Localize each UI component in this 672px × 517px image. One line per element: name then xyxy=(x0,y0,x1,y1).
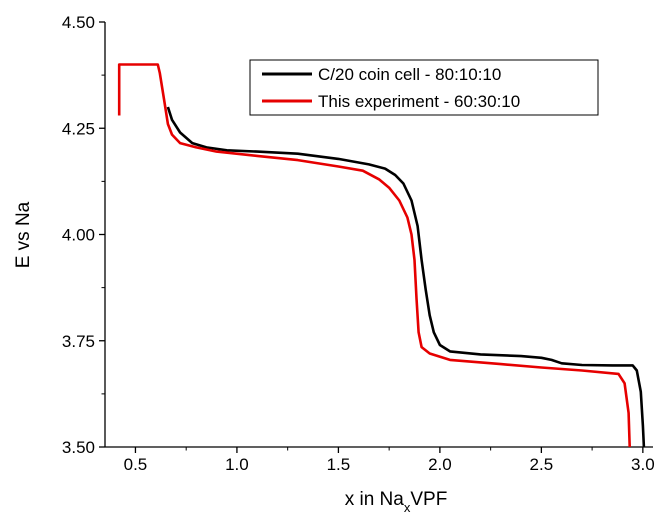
x-axis-title-prefix: x in Na xyxy=(345,489,405,510)
x-axis-title: x in NaxVPF xyxy=(345,489,448,515)
x-tick-label-3: 2.0 xyxy=(428,455,452,474)
legend-label-this-experiment: This experiment - 60:30:10 xyxy=(318,92,520,111)
y-tick-label-2: 4.00 xyxy=(62,226,95,245)
series-line-this-experiment xyxy=(117,63,631,448)
x-axis-title-subscript: x xyxy=(404,500,411,515)
legend: C/20 coin cell - 80:10:10 This experimen… xyxy=(249,59,599,116)
x-tick-label-2: 1.5 xyxy=(327,455,351,474)
y-axis-title: E vs Na xyxy=(13,201,34,268)
tick-labels: 0.5 1.0 1.5 2.0 2.5 3.0 3.50 3.75 4.00 4.25 4.50 xyxy=(62,13,655,474)
x-axis-title-suffix: VPF xyxy=(410,489,447,510)
y-tick-label-1: 3.75 xyxy=(62,332,95,351)
legend-label-coin-cell: C/20 coin cell - 80:10:10 xyxy=(318,65,501,84)
y-tick-label-4: 4.50 xyxy=(62,13,95,32)
legend-box xyxy=(249,59,599,116)
x-tick-label-0: 0.5 xyxy=(124,455,148,474)
y-tick-label-0: 3.50 xyxy=(62,438,95,457)
series-layer xyxy=(117,63,646,448)
series-line-coin-cell xyxy=(166,106,646,448)
y-tick-label-3: 4.25 xyxy=(62,119,95,138)
x-tick-label-5: 3.0 xyxy=(631,455,655,474)
x-tick-label-1: 1.0 xyxy=(225,455,249,474)
x-tick-label-4: 2.5 xyxy=(530,455,554,474)
axis-ticks xyxy=(99,21,644,453)
